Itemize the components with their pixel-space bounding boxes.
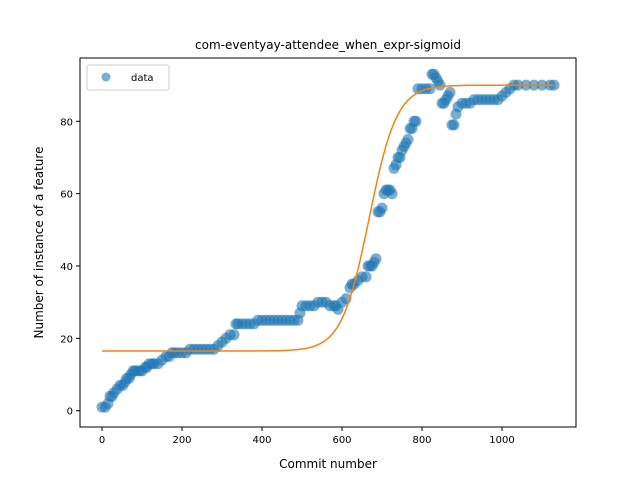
legend-box bbox=[86, 64, 170, 91]
x-tick-label: 200 bbox=[172, 435, 191, 446]
y-tick-label: 40 bbox=[60, 262, 73, 273]
fit-line bbox=[102, 84, 554, 352]
y-tick-label: 80 bbox=[60, 117, 73, 128]
x-tick-label: 1000 bbox=[489, 435, 514, 446]
legend: data bbox=[86, 64, 170, 91]
data-point bbox=[402, 133, 414, 145]
data-point bbox=[386, 188, 398, 200]
data-point bbox=[360, 271, 372, 283]
y-axis-label: Number of instance of a feature bbox=[32, 147, 46, 339]
chart-title: com-eventyay-attendee_when_expr-sigmoid bbox=[195, 38, 461, 52]
plot-area bbox=[96, 68, 560, 413]
data-point bbox=[444, 86, 456, 98]
x-tick-label: 600 bbox=[332, 435, 351, 446]
data-point bbox=[376, 202, 388, 214]
data-point bbox=[370, 253, 382, 265]
data-point bbox=[410, 115, 422, 127]
legend-label-data: data bbox=[131, 73, 154, 84]
x-tick-label: 400 bbox=[252, 435, 271, 446]
data-point bbox=[228, 329, 240, 341]
legend-marker-data bbox=[101, 72, 111, 82]
y-tick-label: 0 bbox=[67, 407, 73, 418]
axes-frame bbox=[79, 57, 577, 428]
data-point bbox=[434, 79, 446, 91]
x-tick-label: 800 bbox=[412, 435, 431, 446]
x-axis-label: Commit number bbox=[279, 457, 377, 471]
data-point bbox=[448, 119, 460, 131]
y-tick-label: 20 bbox=[60, 334, 73, 345]
x-tick-label: 0 bbox=[99, 435, 105, 446]
axis-ticks: 0 200 400 600 800 1000 0 20 40 60 80 bbox=[60, 117, 514, 446]
y-tick-label: 60 bbox=[60, 190, 73, 201]
